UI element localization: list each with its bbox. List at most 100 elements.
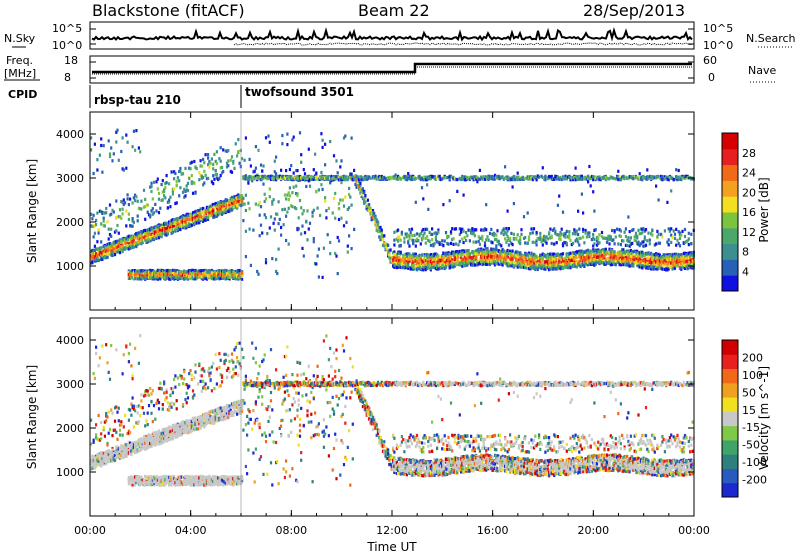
echo-cell: [387, 254, 390, 258]
echo-cell: [98, 246, 101, 250]
echo-cell: [127, 212, 130, 216]
echo-cell: [100, 257, 103, 262]
echo-cell: [579, 256, 582, 260]
echo-cell: [198, 215, 201, 219]
echo-cell: [215, 214, 218, 218]
echo-cell: [492, 175, 495, 179]
echo-cell: [90, 254, 93, 258]
echo-cell: [575, 262, 578, 266]
echo-cell: [300, 232, 303, 236]
echo-cell: [408, 259, 411, 263]
echo-cell: [173, 177, 176, 181]
echo-cell: [423, 266, 426, 270]
echo-cell: [215, 276, 218, 280]
echo-cell: [376, 177, 380, 181]
echo-cell: [483, 244, 487, 248]
echo-cell: [392, 264, 395, 268]
echo-cell: [558, 258, 561, 262]
echo-cell: [131, 236, 134, 240]
echo-cell: [96, 248, 99, 252]
echo-cell: [392, 255, 395, 259]
echo-cell: [491, 232, 494, 236]
echo-cell: [410, 177, 414, 182]
echo-cell: [414, 259, 417, 263]
echo-cell: [477, 235, 480, 239]
echo-cell: [131, 272, 134, 276]
echo-cell: [603, 262, 606, 266]
echo-cell: [317, 188, 320, 192]
echo-cell: [543, 234, 546, 238]
echo-cell: [561, 265, 565, 269]
echo-cell: [230, 204, 234, 208]
echo-cell: [510, 261, 513, 265]
echo-cell: [349, 176, 352, 180]
echo-cell: [433, 263, 436, 267]
echo-cell: [135, 234, 138, 238]
echo-cell: [91, 224, 94, 229]
echo-cell: [157, 211, 161, 215]
echo-cell: [462, 262, 465, 266]
echo-cell: [563, 260, 566, 264]
echo-cell: [590, 238, 593, 242]
echo-cell: [232, 270, 235, 274]
echo-cell: [327, 175, 330, 179]
echo-cell: [466, 249, 469, 253]
echo-cell: [509, 250, 512, 254]
echo-cell: [215, 274, 218, 278]
echo-cell: [121, 240, 124, 244]
echo-cell: [414, 244, 417, 248]
cpid-strip: CPID rbsp-tau 210 twofsound 3501: [8, 85, 354, 108]
echo-cell: [144, 276, 147, 280]
echo-cell: [214, 270, 217, 274]
echo-cell: [481, 254, 484, 258]
echo-cell: [96, 254, 99, 258]
echo-cell: [90, 212, 93, 216]
echo-cell: [389, 259, 392, 263]
echo-cell: [364, 194, 367, 198]
nsky-label: N.Sky: [4, 32, 36, 45]
echo-cell: [559, 252, 562, 257]
echo-cell: [578, 177, 581, 181]
echo-cell: [193, 221, 196, 225]
echo-cell: [585, 253, 588, 257]
echo-cell: [497, 177, 500, 181]
echo-cell: [414, 200, 417, 204]
echo-cell: [392, 176, 395, 180]
echo-cell: [527, 267, 531, 271]
echo-cell: [300, 160, 303, 164]
echo-cell: [319, 213, 322, 217]
echo-cell: [340, 159, 343, 163]
echo-cell: [468, 257, 471, 262]
echo-cell: [202, 175, 205, 180]
echo-cell: [495, 237, 498, 241]
echo-cell: [593, 263, 596, 267]
echo-cell: [200, 164, 203, 168]
echo-cell: [534, 256, 537, 260]
echo-cell: [510, 241, 513, 245]
echo-cell: [544, 260, 547, 264]
echo-cell: [393, 238, 396, 242]
echo-cell: [429, 257, 432, 261]
echo-cell: [458, 227, 461, 231]
echo-cell: [463, 258, 466, 262]
echo-cell: [573, 260, 576, 265]
echo-cell: [259, 205, 263, 209]
echo-cell: [232, 159, 235, 163]
echo-cell: [150, 189, 153, 194]
echo-cell: [132, 242, 135, 246]
echo-cell: [483, 255, 487, 259]
echo-cell: [375, 177, 378, 181]
echo-cell: [140, 242, 143, 246]
echo-cell: [373, 211, 376, 215]
echo-cell: [574, 229, 577, 233]
echo-cell: [310, 176, 313, 180]
echo-cell: [551, 228, 554, 232]
echo-cell: [519, 238, 522, 242]
echo-cell: [454, 227, 458, 231]
echo-cell: [389, 175, 392, 179]
echo-cell: [467, 261, 470, 266]
echo-cell: [578, 249, 581, 253]
echo-cell: [212, 208, 215, 212]
echo-cell: [428, 175, 431, 179]
